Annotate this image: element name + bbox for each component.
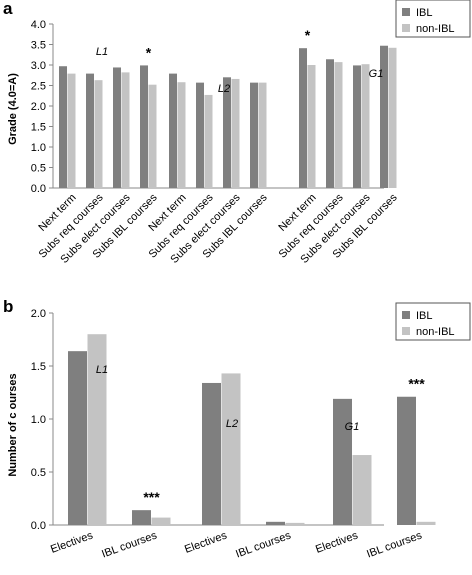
bar [148, 84, 157, 188]
legend-label: non-IBL [416, 326, 455, 338]
bar [416, 521, 436, 525]
significance-marker: * [305, 27, 311, 43]
bar [353, 65, 361, 188]
bar [68, 351, 87, 525]
y-axis-label: Grade (4.0=A) [7, 73, 19, 145]
bar [132, 510, 151, 525]
bar [266, 521, 285, 525]
bar [196, 82, 204, 188]
bar [202, 382, 221, 525]
y-tick-label: 1.5 [31, 361, 46, 373]
y-tick-label: 1.0 [31, 414, 46, 426]
significance-marker: *** [408, 376, 425, 392]
group-label: L2 [226, 418, 238, 430]
y-tick-label: 0.0 [31, 520, 46, 532]
legend-swatch [402, 24, 410, 32]
panel-letter: b [3, 297, 13, 316]
y-tick-label: 2.5 [31, 81, 46, 93]
bar [333, 398, 352, 525]
bar [326, 59, 334, 189]
y-tick-label: 2.0 [31, 308, 46, 320]
group-label: L2 [218, 83, 230, 95]
y-tick-label: 1.5 [31, 122, 46, 134]
y-tick-label: 3.5 [31, 40, 46, 52]
bar [113, 67, 121, 188]
group-label: L1 [96, 364, 108, 376]
category-label: IBL courses [365, 529, 424, 560]
bar [285, 522, 305, 525]
bar [258, 82, 267, 188]
bar [334, 62, 343, 188]
y-tick-label: 0.5 [31, 467, 46, 479]
bar [231, 78, 240, 188]
bar [352, 455, 372, 525]
legend-label: non-IBL [416, 23, 455, 35]
bar [221, 373, 241, 525]
significance-marker: *** [143, 489, 160, 505]
category-label: IBL courses [100, 529, 159, 560]
bar [87, 334, 107, 525]
y-axis-label: Number of c ourses [7, 373, 19, 476]
bar [388, 47, 397, 188]
group-label: G1 [369, 68, 384, 80]
legend-swatch [402, 311, 410, 319]
bar [140, 65, 148, 188]
category-label: Electives [183, 529, 229, 556]
y-tick-label: 1.0 [31, 142, 46, 154]
bar [397, 396, 416, 525]
y-tick-label: 0.0 [31, 183, 46, 195]
bar [361, 64, 370, 188]
significance-marker: * [146, 44, 152, 60]
legend-swatch [402, 327, 410, 335]
bar [94, 80, 103, 188]
bar [59, 66, 67, 188]
y-tick-label: 4.0 [31, 19, 46, 31]
bar [67, 73, 76, 188]
bar [86, 73, 94, 188]
bar [121, 72, 130, 188]
bar [223, 77, 231, 188]
legend-label: IBL [416, 310, 433, 322]
category-label: IBL courses [234, 529, 293, 560]
bar [204, 94, 213, 188]
group-label: L1 [96, 46, 108, 58]
category-label: Electives [49, 529, 95, 556]
y-tick-label: 0.5 [31, 163, 46, 175]
bar [169, 73, 177, 188]
panel-letter: a [3, 0, 13, 18]
bar [380, 45, 388, 189]
y-tick-label: 3.0 [31, 60, 46, 72]
category-label: Electives [314, 529, 360, 556]
bar [299, 48, 307, 188]
bar [151, 517, 171, 525]
legend-label: IBL [416, 7, 433, 19]
group-label: G1 [345, 421, 360, 433]
bar [177, 82, 186, 188]
bar [307, 65, 316, 188]
y-tick-label: 2.0 [31, 101, 46, 113]
bar [250, 82, 258, 188]
legend-swatch [402, 8, 410, 16]
